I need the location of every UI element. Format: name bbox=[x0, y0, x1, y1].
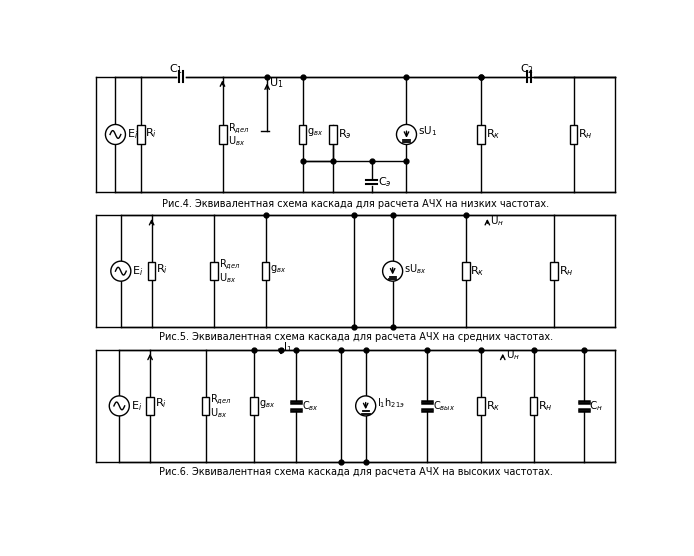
Text: C$_1$: C$_1$ bbox=[169, 62, 183, 76]
Bar bbox=[210, 262, 218, 280]
Text: I$_1$h$_{21э}$: I$_1$h$_{21э}$ bbox=[378, 396, 405, 410]
Bar bbox=[462, 262, 470, 280]
Circle shape bbox=[396, 125, 416, 145]
Text: R$_i$: R$_i$ bbox=[156, 262, 168, 276]
Text: E$_i$: E$_i$ bbox=[131, 399, 142, 413]
Text: U$_{вх}$: U$_{вх}$ bbox=[228, 135, 245, 148]
Bar bbox=[570, 125, 577, 143]
Bar bbox=[250, 396, 258, 415]
Text: R$_{дел}$: R$_{дел}$ bbox=[210, 393, 232, 407]
Text: U$_1$: U$_1$ bbox=[269, 76, 284, 90]
Text: I$_1$: I$_1$ bbox=[283, 340, 292, 354]
Bar bbox=[262, 262, 269, 280]
Text: g$_{вх}$: g$_{вх}$ bbox=[270, 263, 287, 275]
Text: R$_{дел}$: R$_{дел}$ bbox=[219, 258, 241, 272]
Text: E$_i$: E$_i$ bbox=[127, 127, 138, 141]
Bar bbox=[330, 125, 337, 143]
Text: R$_к$: R$_к$ bbox=[486, 127, 500, 141]
Text: E$_i$: E$_i$ bbox=[133, 264, 144, 278]
Circle shape bbox=[355, 396, 375, 416]
Bar bbox=[550, 262, 558, 280]
Text: R$_к$: R$_к$ bbox=[471, 264, 485, 278]
Text: g$_{вх}$: g$_{вх}$ bbox=[259, 398, 275, 410]
Text: C$_{вых}$: C$_{вых}$ bbox=[432, 399, 455, 413]
Text: g$_{вх}$: g$_{вх}$ bbox=[307, 126, 323, 138]
Text: R$_н$: R$_н$ bbox=[559, 264, 573, 278]
Text: Рис.4. Эквивалентная схема каскада для расчета АЧХ на низких частотах.: Рис.4. Эквивалентная схема каскада для р… bbox=[162, 199, 549, 209]
Bar bbox=[298, 125, 306, 143]
Circle shape bbox=[382, 261, 403, 281]
Text: R$_н$: R$_н$ bbox=[578, 127, 593, 141]
Text: Рис.6. Эквивалентная схема каскада для расчета АЧХ на высоких частотах.: Рис.6. Эквивалентная схема каскада для р… bbox=[159, 466, 552, 476]
Text: R$_к$: R$_к$ bbox=[486, 399, 500, 413]
Text: U$_{вх}$: U$_{вх}$ bbox=[219, 271, 236, 285]
Circle shape bbox=[105, 125, 126, 145]
Circle shape bbox=[109, 396, 129, 416]
Text: C$_2$: C$_2$ bbox=[520, 62, 534, 76]
Text: U$_н$: U$_н$ bbox=[506, 349, 520, 363]
Text: C$_{вх}$: C$_{вх}$ bbox=[302, 399, 319, 413]
Text: U$_н$: U$_н$ bbox=[491, 214, 505, 227]
Bar bbox=[219, 125, 227, 143]
Bar bbox=[477, 396, 485, 415]
Text: R$_{дел}$: R$_{дел}$ bbox=[228, 121, 250, 136]
Text: R$_i$: R$_i$ bbox=[146, 126, 158, 140]
Bar bbox=[202, 396, 210, 415]
Text: R$_i$: R$_i$ bbox=[155, 396, 167, 410]
Bar bbox=[477, 125, 485, 143]
Text: sU$_{вх}$: sU$_{вх}$ bbox=[404, 262, 427, 276]
Text: R$_э$: R$_э$ bbox=[338, 127, 352, 141]
Bar bbox=[530, 396, 537, 415]
Bar bbox=[146, 396, 154, 415]
Circle shape bbox=[111, 261, 131, 281]
Bar bbox=[137, 125, 144, 143]
Text: sU$_1$: sU$_1$ bbox=[418, 124, 437, 137]
Bar bbox=[148, 262, 155, 280]
Text: U$_{вх}$: U$_{вх}$ bbox=[210, 406, 228, 420]
Text: Рис.5. Эквивалентная схема каскада для расчета АЧХ на средних частотах.: Рис.5. Эквивалентная схема каскада для р… bbox=[159, 332, 552, 342]
Text: C$_н$: C$_н$ bbox=[589, 399, 603, 413]
Text: R$_н$: R$_н$ bbox=[538, 399, 553, 413]
Text: C$_э$: C$_э$ bbox=[378, 175, 391, 189]
